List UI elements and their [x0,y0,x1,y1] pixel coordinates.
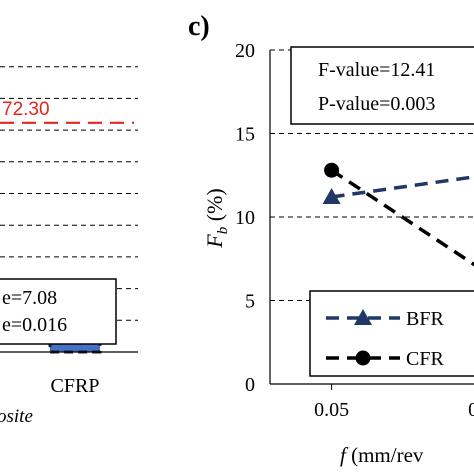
panel-label: c) [188,11,210,42]
right-x-tick-label: 0.10 [468,399,474,421]
right-line-panel: c) 0 5 10 15 20 0.05 0.10 0 F-value=12.41 P-va… [188,11,474,467]
left-stats-line-2: e=0.016 [2,314,67,336]
legend-box [309,290,474,377]
right-series [322,162,474,267]
right-y-tick-label: 20 [235,40,255,62]
right-y-tick-label: 0 [245,374,255,396]
right-y-tick-label: 15 [235,124,255,146]
left-bar-panel: 72.30 e=7.08 e=0.016 CFRP osite [0,66,138,427]
left-stats-line-1: e=7.08 [2,287,57,309]
legend-label-cfr: CFR [406,348,444,370]
right-y-tick-label: 5 [245,291,255,313]
right-y-axis-label: Fb (%) [202,188,231,248]
legend-label-bfr: BFR [406,308,444,330]
data-point-bfr [322,187,341,204]
left-stats-box [0,278,117,345]
legend-marker-cfr [355,350,371,366]
series-line-bfr [331,175,474,199]
legend-marker-bfr [354,309,372,325]
right-stats-line-2: P-value=0.003 [318,93,435,115]
right-x-axis-label: f (mm/rev [340,443,424,467]
data-point-cfr [324,162,340,178]
legend: BFR CFR [326,308,444,370]
left-x-axis-label: osite [0,406,33,427]
right-y-tick-label: 10 [235,207,255,229]
right-x-tick-label: 0.05 [314,399,349,421]
right-stats-line-1: F-value=12.41 [318,59,435,81]
left-x-tick-label: CFRP [51,375,100,397]
right-stats-box [290,46,474,125]
right-y-tick-labels: 0 5 10 15 20 [235,40,255,396]
left-x-tick-labels: CFRP [51,375,100,397]
right-x-tick-labels: 0.050.100 [314,399,474,421]
reference-line-label: 72.30 [2,99,50,120]
